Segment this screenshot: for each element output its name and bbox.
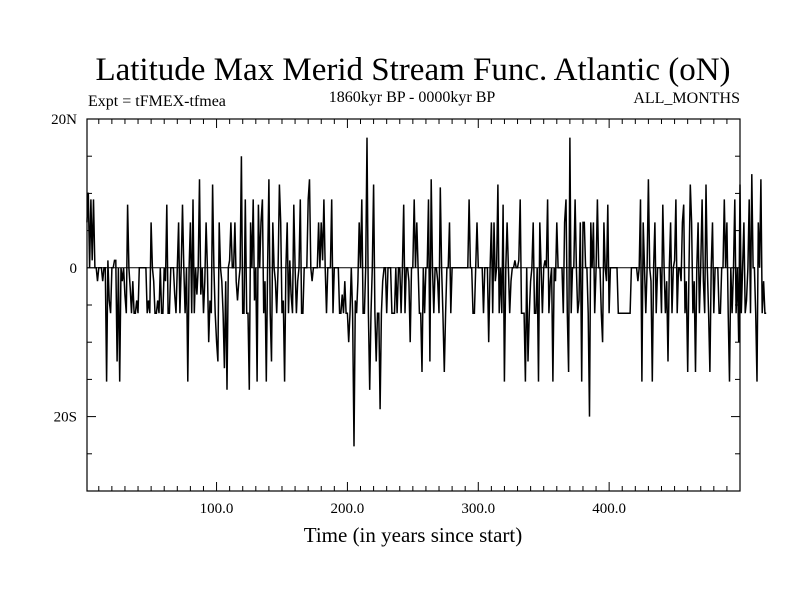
x-axis-label: Time (in years since start) bbox=[304, 523, 523, 547]
x-axis: 100.0 200.0 300.0 400.0 bbox=[98, 119, 728, 517]
series-line bbox=[86, 137, 767, 447]
x-tick-label: 300.0 bbox=[461, 501, 495, 517]
chart-title: Latitude Max Merid Stream Func. Atlantic… bbox=[95, 52, 730, 88]
x-tick-label: 200.0 bbox=[331, 501, 365, 517]
y-tick-label: 20N bbox=[51, 112, 77, 128]
y-axis: 20N 0 20S bbox=[51, 112, 740, 455]
time-range-label: 1860kyr BP - 0000kyr BP bbox=[329, 89, 496, 106]
months-label: ALL_MONTHS bbox=[633, 90, 740, 107]
x-tick-label: 100.0 bbox=[200, 501, 234, 517]
y-tick-label: 0 bbox=[70, 261, 78, 277]
y-tick-label: 20S bbox=[54, 410, 77, 426]
experiment-label: Expt = tFMEX-tfmea bbox=[88, 93, 226, 110]
x-tick-label: 400.0 bbox=[592, 501, 626, 517]
